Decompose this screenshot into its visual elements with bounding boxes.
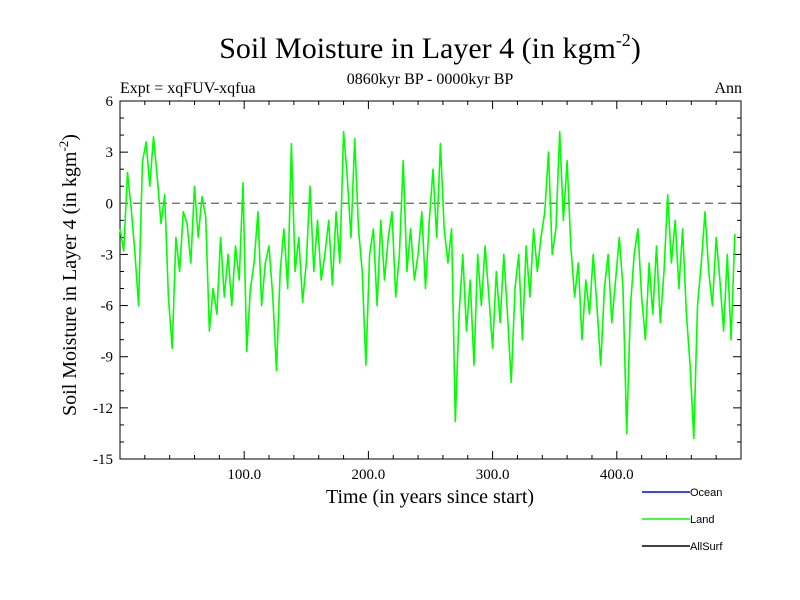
series-line-land xyxy=(119,130,736,440)
y-tick-label: -15 xyxy=(93,452,113,468)
series-group xyxy=(119,130,736,440)
x-tick-label: 300.0 xyxy=(476,467,510,483)
x-tick-label: 200.0 xyxy=(352,467,386,483)
y-axis-label-main: Soil Moisture in Layer 4 (in kgm xyxy=(59,151,81,416)
chart-title-close: ) xyxy=(631,32,641,65)
y-tick-label: -9 xyxy=(101,350,114,366)
period-label: 0860kyr BP - 0000kyr BP xyxy=(347,71,514,88)
x-axis-label: Time (in years since start) xyxy=(326,486,534,508)
chart-title: Soil Moisture in Layer 4 (in kgm-2) xyxy=(219,30,641,65)
y-axis-label-close: ) xyxy=(59,134,81,141)
y-tick-label: 6 xyxy=(106,94,114,110)
x-tick-label: 100.0 xyxy=(227,467,261,483)
legend-land-label: Land xyxy=(690,514,714,526)
y-axis: 6 3 0 -3 -6 -9 -12 -15 xyxy=(93,94,741,468)
y-tick-label: 0 xyxy=(106,196,114,212)
chart-title-sup: -2 xyxy=(616,30,631,50)
y-axis-label-sup: -2 xyxy=(56,141,71,152)
legend-ocean-label: Ocean xyxy=(690,487,722,499)
x-axis: 100.0 200.0 300.0 400.0 xyxy=(144,101,717,483)
legend-allsurf-label: AllSurf xyxy=(690,541,723,553)
x-tick-label: 400.0 xyxy=(600,467,634,483)
experiment-label: Expt = xqFUV-xqfua xyxy=(120,80,256,97)
season-label: Ann xyxy=(714,80,742,97)
legend: Ocean Land AllSurf xyxy=(642,487,723,553)
y-tick-label: -12 xyxy=(93,401,113,417)
chart-title-main: Soil Moisture in Layer 4 (in kgm xyxy=(219,32,616,65)
y-axis-label: Soil Moisture in Layer 4 (in kgm-2) xyxy=(56,134,81,416)
y-tick-label: -3 xyxy=(101,247,114,263)
y-tick-label: -6 xyxy=(101,299,114,315)
plot-frame xyxy=(119,100,742,460)
y-tick-label: 3 xyxy=(106,145,114,161)
